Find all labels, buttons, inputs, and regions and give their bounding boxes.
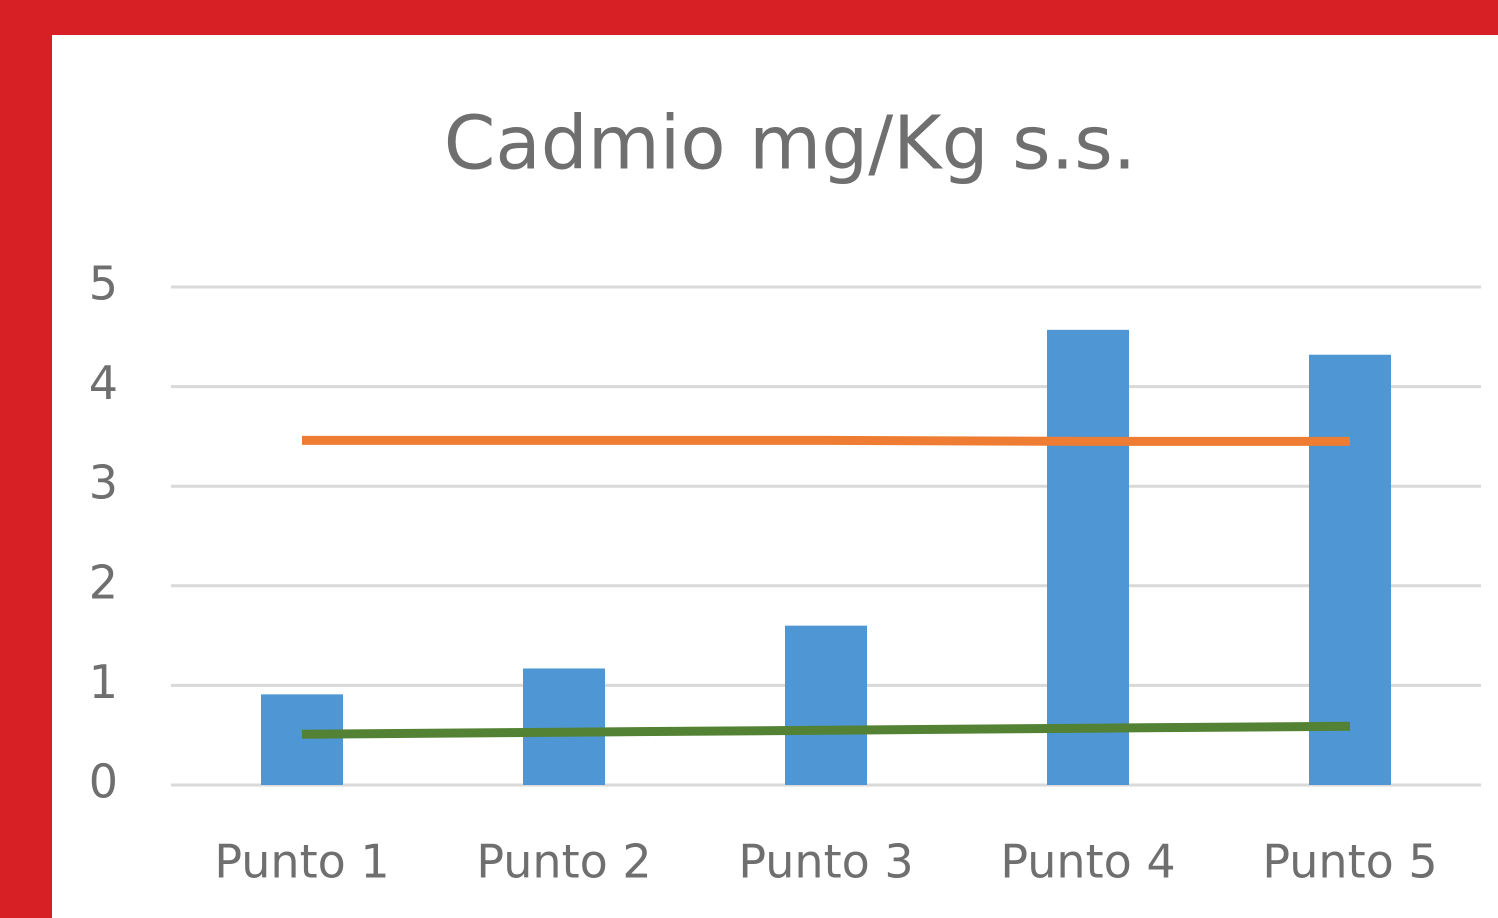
x-tick-label: Punto 1	[214, 835, 389, 889]
y-tick-label: 0	[89, 755, 118, 809]
y-tick-label: 4	[89, 356, 118, 410]
x-tick-label: Punto 4	[1000, 835, 1175, 889]
x-tick-label: Punto 2	[476, 835, 651, 889]
y-tick-label: 2	[89, 555, 118, 609]
reference-line	[302, 435, 1350, 446]
chart-title: Cadmio mg/Kg s.s.	[444, 101, 1137, 187]
y-tick-label: 3	[89, 456, 118, 510]
bar	[261, 694, 343, 785]
bar	[1047, 329, 1129, 785]
reference-line	[301, 721, 1351, 739]
y-tick-label: 1	[89, 655, 118, 709]
bar	[1309, 354, 1391, 785]
bar	[523, 668, 605, 785]
x-tick-label: Punto 3	[738, 835, 913, 889]
y-tick-label: 5	[89, 257, 118, 311]
x-tick-label: Punto 5	[1262, 835, 1437, 889]
bar	[785, 625, 867, 785]
